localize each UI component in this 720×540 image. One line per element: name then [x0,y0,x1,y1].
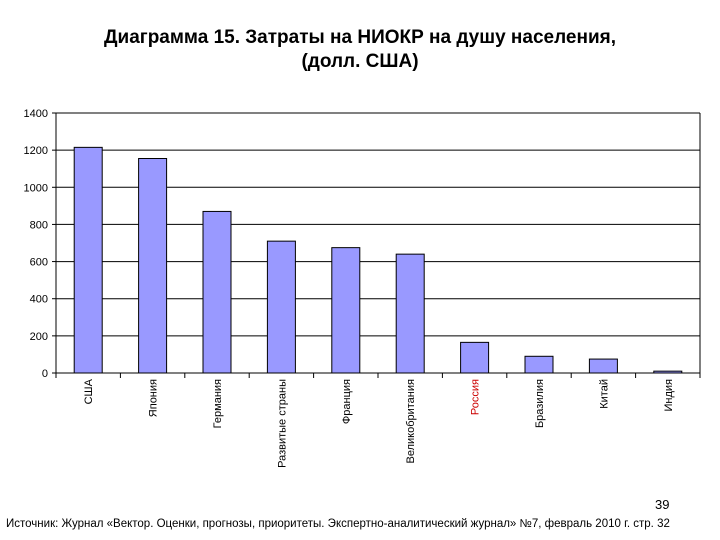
bar-3 [202,210,232,374]
bar-10 [653,370,683,374]
source-note: Источник: Журнал «Вектор. Оценки, прогно… [6,518,670,530]
x-tick-label: Германия [212,379,224,428]
bar-chart: 0 200 400 600 800 1000 1200 1400 США Япония Герма… [24,108,701,468]
x-tick-label: США [83,378,95,404]
x-tick-label: Россия [470,379,482,415]
bar-7 [460,341,490,374]
x-tick-label: Япония [148,379,160,417]
y-tick-label: 400 [30,294,48,306]
y-tick-labels: 0 200 400 600 800 1000 1200 1400 [24,108,48,380]
y-tick-label: 600 [30,257,48,269]
x-tick-label: Великобритания [405,379,417,464]
y-tick-label: 800 [30,219,48,231]
x-tick-labels: США Япония Германия Развитые страны Франция В… [83,378,675,468]
bar-9 [588,358,618,374]
bar-6 [395,253,425,374]
y-tick-label: 1200 [24,145,48,157]
y-tick-label: 1000 [24,182,48,194]
bar-5 [331,247,361,374]
bars [73,146,683,374]
chart-title-line2: (долл. США) [301,51,419,72]
bar-2 [138,158,168,374]
page-number: 39 [655,497,670,512]
x-tick-label: Франция [341,379,353,424]
chart-title: Диаграмма 15. Затраты на НИОКР на душу н… [0,26,720,74]
bar-1 [73,146,103,374]
bar-8 [524,355,554,374]
x-tick-label: Китай [598,379,610,409]
y-tick-label: 200 [30,331,48,343]
chart-title-line1: Диаграмма 15. Затраты на НИОКР на душу н… [104,27,616,48]
y-tick-label: 0 [42,368,48,380]
x-tick-label: Бразилия [534,379,546,428]
y-tick-label: 1400 [24,108,48,120]
x-tick-label: Индия [663,379,675,412]
bar-4 [266,240,296,374]
x-tick-label: Развитые страны [276,379,288,468]
